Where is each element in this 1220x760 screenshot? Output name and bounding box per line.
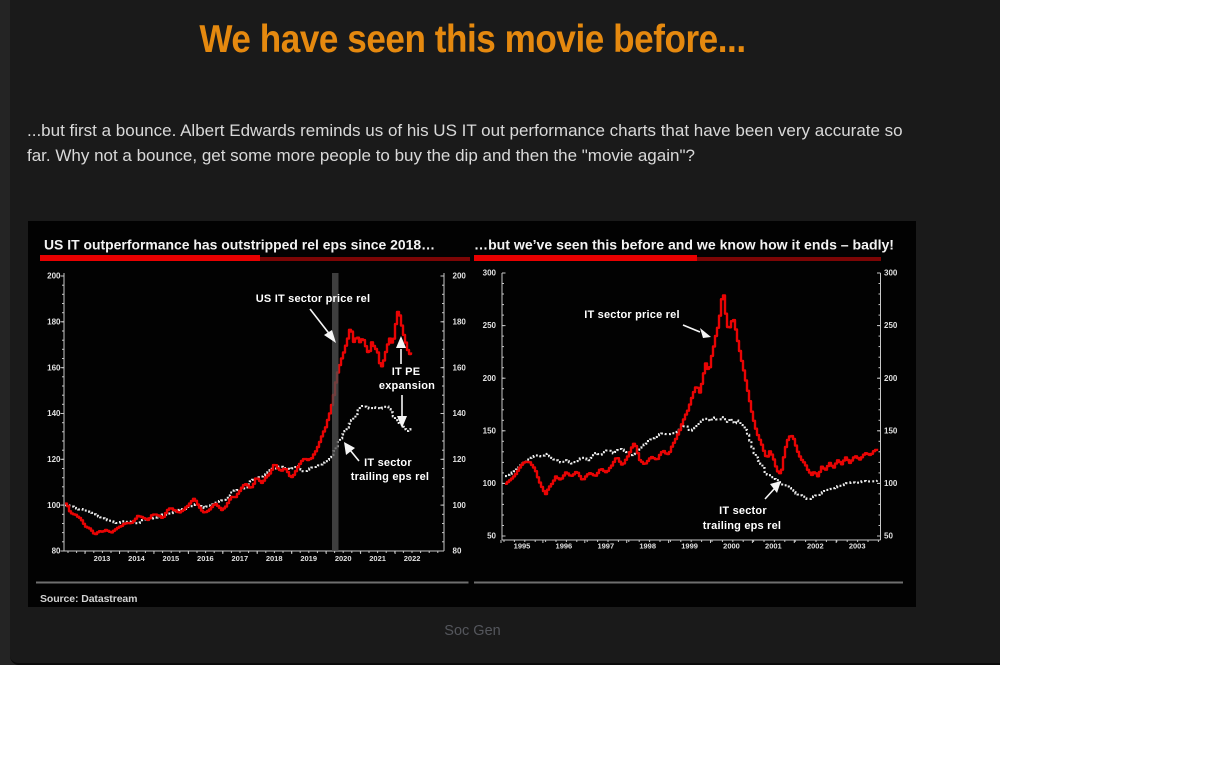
svg-text:2013: 2013: [94, 554, 111, 563]
svg-text:2002: 2002: [807, 542, 824, 551]
svg-text:trailing eps rel: trailing eps rel: [351, 471, 429, 483]
svg-text:50: 50: [884, 532, 893, 541]
svg-text:US IT sector price rel: US IT sector price rel: [256, 293, 370, 305]
svg-text:140: 140: [453, 409, 467, 418]
svg-text:100: 100: [483, 479, 497, 488]
svg-text:120: 120: [47, 455, 61, 464]
svg-text:250: 250: [884, 321, 898, 330]
svg-text:250: 250: [483, 321, 497, 330]
svg-text:2015: 2015: [163, 554, 180, 563]
svg-text:100: 100: [884, 479, 898, 488]
svg-text:US IT outperformance has outst: US IT outperformance has outstripped rel…: [44, 237, 435, 253]
svg-text:1995: 1995: [514, 542, 531, 551]
svg-text:2003: 2003: [849, 542, 866, 551]
svg-text:180: 180: [47, 317, 61, 326]
svg-text:50: 50: [487, 532, 496, 541]
svg-text:80: 80: [453, 547, 462, 556]
svg-text:2018: 2018: [266, 554, 283, 563]
svg-text:150: 150: [483, 426, 497, 435]
svg-text:2019: 2019: [300, 554, 317, 563]
svg-text:2017: 2017: [231, 554, 248, 563]
svg-text:2016: 2016: [197, 554, 214, 563]
svg-text:trailing eps rel: trailing eps rel: [703, 520, 781, 532]
svg-text:1999: 1999: [681, 542, 698, 551]
svg-text:80: 80: [52, 547, 61, 556]
svg-text:100: 100: [47, 501, 61, 510]
svg-text:2001: 2001: [765, 542, 782, 551]
svg-text:120: 120: [453, 455, 467, 464]
svg-text:160: 160: [453, 363, 467, 372]
svg-text:2020: 2020: [335, 554, 352, 563]
svg-text:140: 140: [47, 409, 61, 418]
svg-text:300: 300: [884, 269, 898, 278]
svg-text:1996: 1996: [556, 542, 573, 551]
svg-text:150: 150: [884, 426, 898, 435]
svg-text:IT sector: IT sector: [719, 505, 767, 517]
svg-text:IT sector: IT sector: [364, 457, 412, 469]
svg-text:100: 100: [453, 501, 467, 510]
svg-text:expansion: expansion: [379, 380, 435, 392]
svg-text:200: 200: [884, 374, 898, 383]
svg-text:IT sector price rel: IT sector price rel: [584, 309, 680, 321]
svg-text:1998: 1998: [639, 542, 656, 551]
svg-text:2022: 2022: [404, 554, 421, 563]
svg-text:1997: 1997: [597, 542, 614, 551]
svg-text:200: 200: [483, 374, 497, 383]
svg-text:300: 300: [483, 269, 497, 278]
svg-text:2021: 2021: [369, 554, 386, 563]
svg-text:160: 160: [47, 363, 61, 372]
svg-text:2014: 2014: [128, 554, 146, 563]
svg-text:…but we’ve seen this before an: …but we’ve seen this before and we know …: [474, 237, 894, 253]
svg-text:200: 200: [453, 272, 467, 281]
svg-text:180: 180: [453, 317, 467, 326]
svg-text:2000: 2000: [723, 542, 740, 551]
svg-text:Source: Datastream: Source: Datastream: [40, 593, 137, 605]
svg-text:200: 200: [47, 272, 61, 281]
svg-text:IT PE: IT PE: [392, 366, 421, 378]
